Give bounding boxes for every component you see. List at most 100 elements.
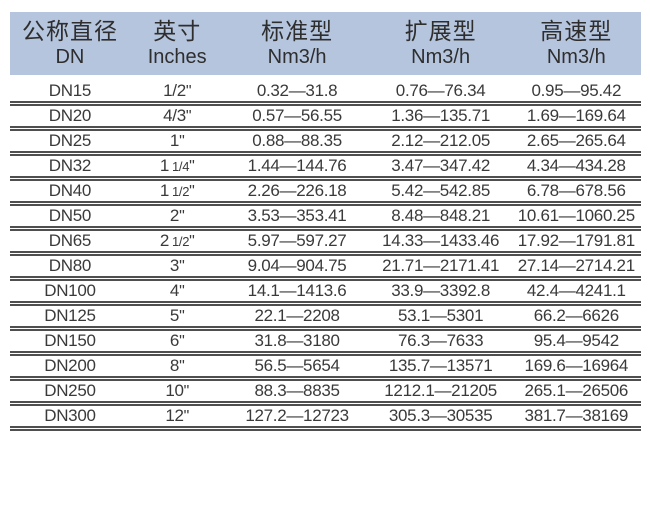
dn-cell: DN15 xyxy=(10,78,130,106)
inches-cell: 6" xyxy=(129,328,225,356)
table-header: 公称直径 DN 英寸 Inches 标准型 Nm3/h 扩展型 Nm3/h 高速… xyxy=(10,12,641,81)
dn-cell: DN50 xyxy=(10,203,130,231)
table-row: DN32 1 1/4" 1.44—144.76 3.47—347.42 4.34—… xyxy=(10,153,641,181)
standard-range-cell: 127.2—12723 xyxy=(224,403,370,431)
inch-whole: 10 xyxy=(165,381,184,400)
inch-mark: " xyxy=(179,358,185,375)
column-header: 公称直径 DN xyxy=(10,12,130,81)
highspeed-range-cell: 4.34—434.28 xyxy=(511,153,641,181)
table-row: DN25 1" 0.88—88.35 2.12—212.05 2.65—265.… xyxy=(10,128,641,156)
standard-range-cell: 3.53—353.41 xyxy=(224,203,370,231)
dn-cell: DN80 xyxy=(10,253,130,281)
inches-cell: 8" xyxy=(129,353,225,381)
inches-cell: 5" xyxy=(129,303,225,331)
column-header: 标准型 Nm3/h xyxy=(224,12,370,81)
inch-mark: " xyxy=(179,258,185,275)
column-header-chinese: 英寸 xyxy=(153,18,202,44)
dn-cell: DN32 xyxy=(10,153,130,181)
highspeed-range-cell: 17.92—1791.81 xyxy=(511,228,641,256)
inch-mark: " xyxy=(183,383,190,400)
dn-cell: DN200 xyxy=(10,353,130,381)
dn-cell: DN250 xyxy=(10,378,130,406)
extended-range-cell: 1.36—135.71 xyxy=(369,103,512,131)
dn-cell: DN100 xyxy=(10,278,130,306)
inch-whole: 1 xyxy=(159,181,169,200)
column-header: 高速型 Nm3/h xyxy=(511,12,641,81)
table-body: DN15 1/2" 0.32—31.8 0.76—76.34 0.95—95.4… xyxy=(10,78,641,431)
inches-cell: 2 1/2" xyxy=(129,228,225,256)
extended-range-cell: 14.33—1433.46 xyxy=(369,228,512,256)
standard-range-cell: 14.1—1413.6 xyxy=(224,278,370,306)
inch-whole: 4/3 xyxy=(163,106,186,125)
flow-range-table: 公称直径 DN 英寸 Inches 标准型 Nm3/h 扩展型 Nm3/h 高速… xyxy=(10,12,641,431)
inch-mark: " xyxy=(185,83,192,100)
inch-whole: 12 xyxy=(165,406,184,425)
inch-whole: 2 xyxy=(159,231,169,250)
highspeed-range-cell: 6.78—678.56 xyxy=(511,178,641,206)
inch-whole: 1 xyxy=(159,156,169,175)
inch-whole: 1/2 xyxy=(163,81,186,100)
inch-mark: " xyxy=(179,308,185,325)
standard-range-cell: 88.3—8835 xyxy=(224,378,370,406)
dn-cell: DN25 xyxy=(10,128,130,156)
inch-mark: " xyxy=(179,208,185,225)
standard-range-cell: 1.44—144.76 xyxy=(224,153,370,181)
table-row: DN15 1/2" 0.32—31.8 0.76—76.34 0.95—95.4… xyxy=(10,78,641,106)
column-header-chinese: 高速型 xyxy=(540,18,613,44)
inch-mark: " xyxy=(189,233,195,250)
inch-mark: " xyxy=(179,133,185,150)
inch-mark: " xyxy=(189,183,195,200)
inch-whole: 8 xyxy=(169,356,180,375)
column-header-unit: DN xyxy=(55,46,85,68)
column-header-unit: Inches xyxy=(147,46,207,68)
standard-range-cell: 0.57—56.55 xyxy=(224,103,370,131)
extended-range-cell: 305.3—30535 xyxy=(369,403,512,431)
column-header-chinese: 扩展型 xyxy=(404,18,477,44)
extended-range-cell: 135.7—13571 xyxy=(369,353,512,381)
extended-range-cell: 53.1—5301 xyxy=(369,303,512,331)
inch-whole: 2 xyxy=(169,206,180,225)
column-header-unit: Nm3/h xyxy=(267,46,327,68)
inch-whole: 4 xyxy=(169,281,180,300)
extended-range-cell: 3.47—347.42 xyxy=(369,153,512,181)
inch-mark: " xyxy=(179,333,185,350)
table-row: DN100 4" 14.1—1413.6 33.9—3392.8 42.4—42… xyxy=(10,278,641,306)
standard-range-cell: 2.26—226.18 xyxy=(224,178,370,206)
highspeed-range-cell: 0.95—95.42 xyxy=(511,78,641,106)
inches-cell: 3" xyxy=(129,253,225,281)
extended-range-cell: 33.9—3392.8 xyxy=(369,278,512,306)
extended-range-cell: 2.12—212.05 xyxy=(369,128,512,156)
table-row: DN20 4/3" 0.57—56.55 1.36—135.71 1.69—16… xyxy=(10,103,641,131)
extended-range-cell: 76.3—7633 xyxy=(369,328,512,356)
inch-mark: " xyxy=(185,108,192,125)
column-header-chinese: 标准型 xyxy=(261,18,334,44)
inch-mark: " xyxy=(179,283,185,300)
highspeed-range-cell: 27.14—2714.21 xyxy=(511,253,641,281)
table-row: DN80 3" 9.04—904.75 21.71—2171.41 27.14—… xyxy=(10,253,641,281)
inch-whole: 3 xyxy=(169,256,180,275)
table-row: DN250 10" 88.3—8835 1212.1—21205 265.1—2… xyxy=(10,378,641,406)
highspeed-range-cell: 381.7—38169 xyxy=(511,403,641,431)
table-row: DN40 1 1/2" 2.26—226.18 5.42—542.85 6.78—… xyxy=(10,178,641,206)
column-header: 英寸 Inches xyxy=(129,12,225,81)
highspeed-range-cell: 265.1—26506 xyxy=(511,378,641,406)
standard-range-cell: 5.97—597.27 xyxy=(224,228,370,256)
table-row: DN65 2 1/2" 5.97—597.27 14.33—1433.46 17.… xyxy=(10,228,641,256)
inch-fraction: 1/2 xyxy=(171,184,190,199)
standard-range-cell: 0.32—31.8 xyxy=(224,78,370,106)
inch-mark: " xyxy=(189,158,195,175)
extended-range-cell: 1212.1—21205 xyxy=(369,378,512,406)
dn-cell: DN20 xyxy=(10,103,130,131)
table-row: DN300 12" 127.2—12723 305.3—30535 381.7—… xyxy=(10,403,641,431)
dn-cell: DN150 xyxy=(10,328,130,356)
extended-range-cell: 21.71—2171.41 xyxy=(369,253,512,281)
extended-range-cell: 5.42—542.85 xyxy=(369,178,512,206)
inches-cell: 1" xyxy=(129,128,225,156)
inches-cell: 1 1/4" xyxy=(129,153,225,181)
inch-whole: 5 xyxy=(169,306,180,325)
table-row: DN200 8" 56.5—5654 135.7—13571 169.6—169… xyxy=(10,353,641,381)
extended-range-cell: 0.76—76.34 xyxy=(369,78,512,106)
highspeed-range-cell: 42.4—4241.1 xyxy=(511,278,641,306)
highspeed-range-cell: 66.2—6626 xyxy=(511,303,641,331)
